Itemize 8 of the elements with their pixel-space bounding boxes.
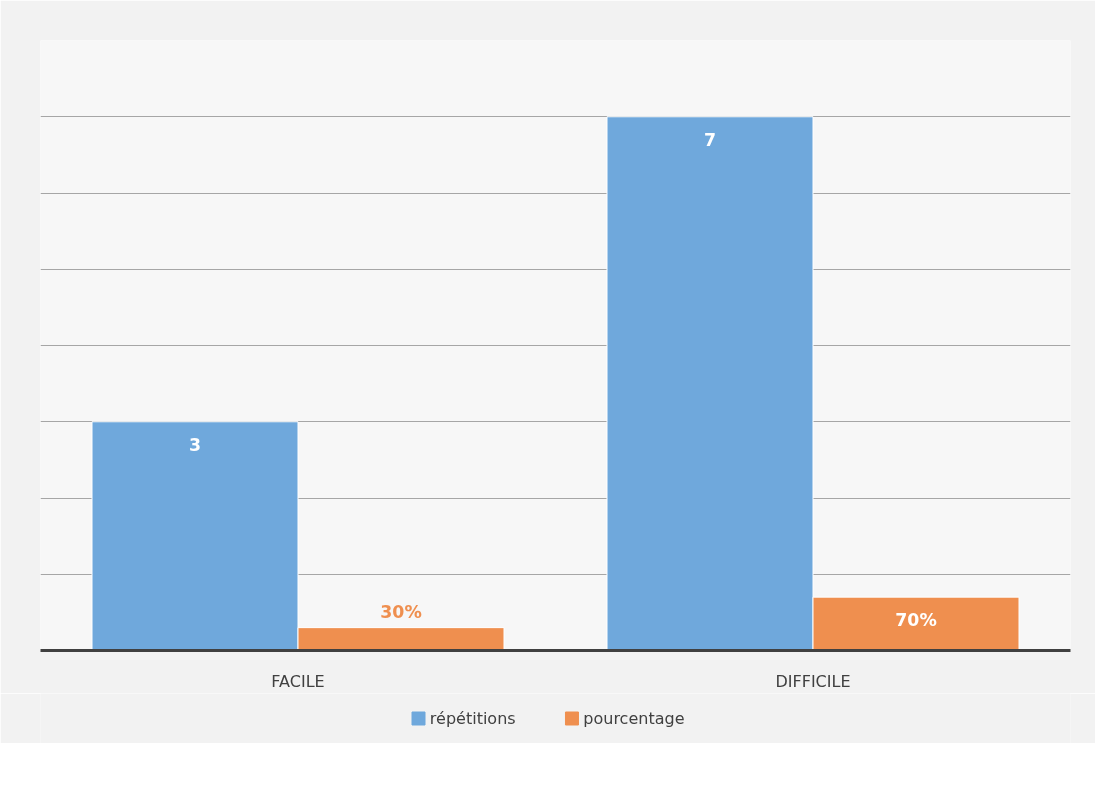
legend-label: pourcentage bbox=[583, 709, 685, 728]
data-label: 7 bbox=[703, 130, 717, 151]
data-label: 3 bbox=[188, 435, 202, 456]
data-label: 30% bbox=[380, 602, 422, 623]
x-tick-label: FACILE bbox=[271, 671, 325, 691]
x-tick-label: DIFFICILE bbox=[775, 671, 851, 691]
legend-label: répétitions bbox=[429, 709, 516, 728]
data-label: 70% bbox=[895, 610, 937, 630]
